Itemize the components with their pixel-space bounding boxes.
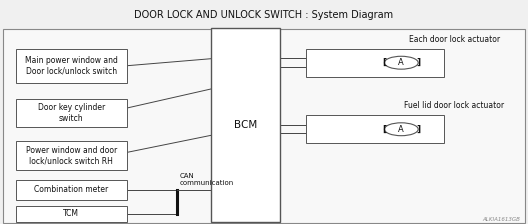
Bar	[306, 49, 444, 77]
Text: ALKIA1613GB: ALKIA1613GB	[482, 217, 520, 222]
Text: A: A	[399, 125, 404, 134]
Text: Power window and door
lock/unlock switch RH: Power window and door lock/unlock switch…	[26, 146, 117, 165]
Bar	[306, 115, 444, 143]
Text: Door key cylinder
switch: Door key cylinder switch	[37, 103, 105, 123]
Text: A: A	[399, 58, 404, 67]
Circle shape	[384, 123, 418, 136]
Text: ]: ]	[417, 58, 421, 67]
Bar	[16, 99, 127, 127]
Bar	[16, 206, 127, 222]
Text: TCM: TCM	[63, 209, 79, 218]
Bar	[16, 180, 127, 200]
Bar	[16, 141, 127, 170]
Text: Combination meter: Combination meter	[34, 185, 108, 194]
Text: [: [	[382, 58, 386, 67]
Bar	[16, 49, 127, 83]
Text: [: [	[382, 125, 386, 134]
Text: Fuel lid door lock actuator: Fuel lid door lock actuator	[404, 101, 504, 110]
Bar	[211, 28, 280, 222]
Text: DOOR LOCK AND UNLOCK SWITCH : System Diagram: DOOR LOCK AND UNLOCK SWITCH : System Dia…	[135, 10, 393, 20]
Text: Each door lock actuator: Each door lock actuator	[409, 34, 499, 43]
Text: CAN
communication: CAN communication	[180, 173, 234, 186]
Circle shape	[384, 56, 418, 69]
Text: Main power window and
Door lock/unlock switch: Main power window and Door lock/unlock s…	[25, 56, 118, 75]
Text: BCM: BCM	[234, 120, 257, 130]
Text: ]: ]	[417, 125, 421, 134]
